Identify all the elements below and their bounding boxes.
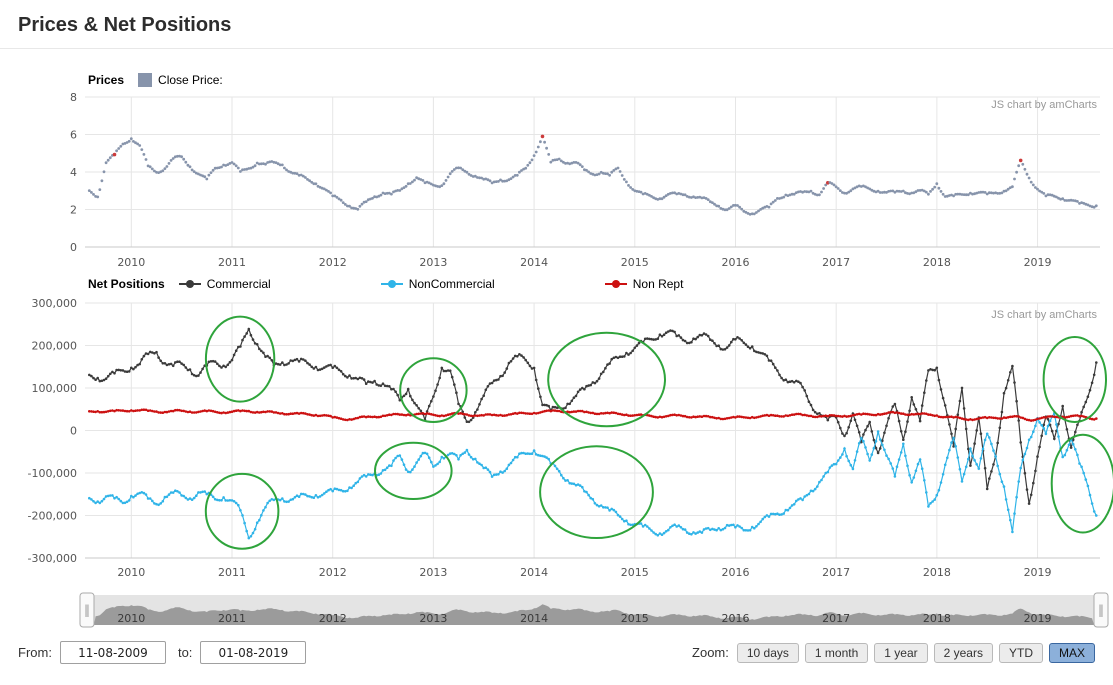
from-label: From: [18, 645, 52, 660]
positions-legend: Net Positions Commercial NonCommercial N… [88, 277, 1113, 291]
svg-text:2011: 2011 [218, 256, 246, 269]
zoom-2-years-button[interactable]: 2 years [933, 642, 993, 663]
svg-text:2018: 2018 [923, 566, 951, 579]
prices-plot[interactable]: 0 2 4 6 8 2010 2011 2012 2013 2014 2015 2016 2017 201… [0, 89, 1113, 269]
svg-text:2013: 2013 [419, 256, 447, 269]
svg-text:2017: 2017 [822, 566, 850, 579]
svg-text:2010: 2010 [117, 566, 145, 579]
svg-text:8: 8 [70, 91, 77, 104]
svg-text:-300,000: -300,000 [28, 552, 77, 565]
svg-text:2: 2 [70, 204, 77, 217]
prices-legend: Prices Close Price: [88, 73, 1113, 87]
commercial-marker [178, 279, 201, 289]
svg-text:2016: 2016 [721, 566, 749, 579]
zoom-1-year-button[interactable]: 1 year [874, 642, 928, 663]
svg-text:0: 0 [70, 425, 77, 438]
noncommercial-marker [380, 279, 403, 289]
svg-text:‖: ‖ [84, 603, 90, 617]
svg-text:2013: 2013 [419, 566, 447, 579]
svg-text:2010: 2010 [117, 612, 145, 625]
svg-text:‖: ‖ [1098, 603, 1104, 617]
nonrept-label: Non Rept [632, 277, 684, 291]
svg-text:2018: 2018 [923, 256, 951, 269]
prices-legend-title: Prices [88, 73, 125, 87]
legend-item-nonrept[interactable]: Non Rept [604, 277, 684, 291]
legend-item-commercial[interactable]: Commercial [178, 277, 271, 291]
zoom-ytd-button[interactable]: YTD [998, 642, 1043, 663]
svg-text:2015: 2015 [621, 566, 649, 579]
to-label: to: [177, 645, 193, 660]
svg-text:2018: 2018 [923, 612, 951, 625]
positions-legend-title: Net Positions [88, 277, 165, 291]
svg-text:100,000: 100,000 [32, 382, 78, 395]
svg-text:2014: 2014 [520, 566, 548, 579]
zoom-max-button[interactable]: MAX [1048, 642, 1095, 663]
svg-text:2014: 2014 [520, 612, 548, 625]
zoom-label: Zoom: [692, 645, 729, 660]
svg-text:2016: 2016 [721, 256, 749, 269]
zoom-1-month-button[interactable]: 1 month [804, 642, 869, 663]
svg-text:2019: 2019 [1024, 566, 1052, 579]
amcharts-watermark[interactable]: JS chart by amCharts [991, 309, 1097, 321]
svg-text:2012: 2012 [319, 256, 347, 269]
positions-plot[interactable]: 300,000 200,000 100,000 0 -100,000 -200,000 -3… [0, 293, 1113, 583]
svg-text:300,000: 300,000 [32, 297, 78, 310]
svg-text:2015: 2015 [621, 256, 649, 269]
prices-chart: 0 2 4 6 8 2010 2011 2012 2013 2014 2015 2016 2017 201… [0, 89, 1113, 269]
svg-text:2017: 2017 [822, 256, 850, 269]
svg-text:2015: 2015 [621, 612, 649, 625]
navigator-plot[interactable]: 2010 2011 2012 2013 2014 2015 2016 2017 2018 2019… [0, 589, 1113, 629]
amcharts-watermark[interactable]: JS chart by amCharts [991, 99, 1097, 111]
close-price-label: Close Price: [158, 73, 223, 87]
positions-chart: 300,000 200,000 100,000 0 -100,000 -200,000 -3… [0, 293, 1113, 583]
chart-navigator[interactable]: 2010 2011 2012 2013 2014 2015 2016 2017 2018 2019… [0, 589, 1113, 629]
svg-text:2019: 2019 [1024, 256, 1052, 269]
svg-text:-100,000: -100,000 [28, 467, 77, 480]
svg-text:2012: 2012 [319, 612, 347, 625]
svg-text:200,000: 200,000 [32, 340, 78, 353]
page-title: Prices & Net Positions [0, 0, 1113, 49]
svg-text:2011: 2011 [218, 566, 246, 579]
close-price-swatch [138, 73, 153, 87]
zoom-10-days-button[interactable]: 10 days [736, 642, 799, 663]
svg-text:2019: 2019 [1024, 612, 1052, 625]
legend-item-noncommercial[interactable]: NonCommercial [380, 277, 495, 291]
svg-text:2010: 2010 [117, 256, 145, 269]
controls-bar: From: to: Zoom: 10 days 1 month 1 year 2… [0, 641, 1113, 664]
svg-text:0: 0 [70, 241, 77, 254]
svg-text:2012: 2012 [319, 566, 347, 579]
svg-text:2013: 2013 [419, 612, 447, 625]
svg-text:2017: 2017 [822, 612, 850, 625]
svg-text:2014: 2014 [520, 256, 548, 269]
svg-text:2011: 2011 [218, 612, 246, 625]
commercial-label: Commercial [206, 277, 271, 291]
noncommercial-label: NonCommercial [408, 277, 495, 291]
svg-text:6: 6 [70, 129, 77, 142]
svg-text:-200,000: -200,000 [28, 510, 77, 523]
to-date-input[interactable] [200, 641, 307, 664]
legend-item-close-price[interactable]: Close Price: [138, 73, 223, 87]
svg-text:4: 4 [70, 166, 77, 179]
from-date-input[interactable] [59, 641, 166, 664]
svg-text:2016: 2016 [721, 612, 749, 625]
nonrept-marker [604, 279, 627, 289]
